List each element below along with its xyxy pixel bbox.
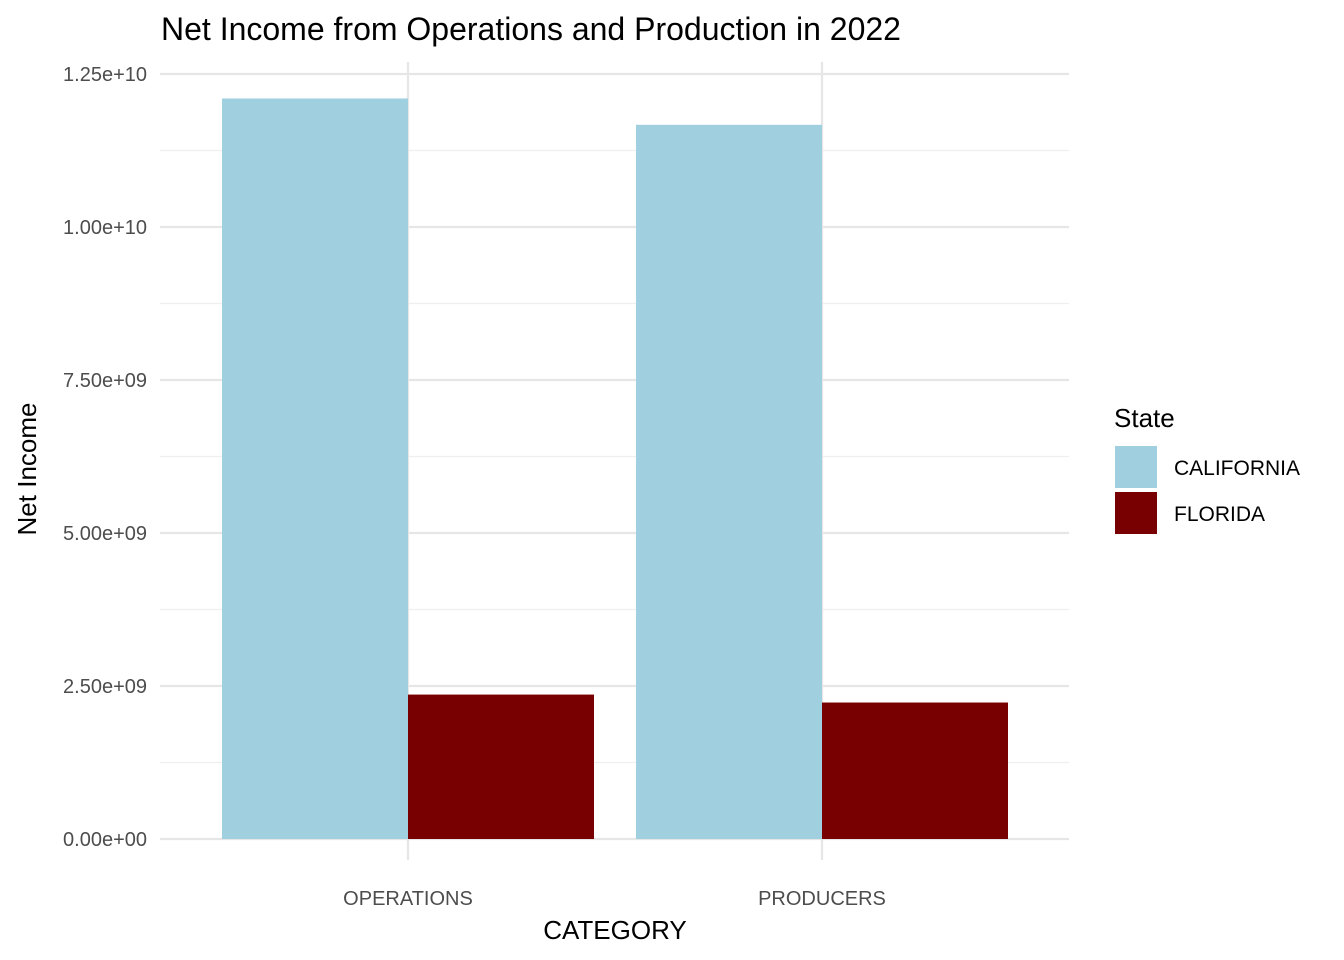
legend: State CALIFORNIA FLORIDA <box>1114 403 1300 534</box>
y-axis-ticks: 0.00e+00 2.50e+09 5.00e+09 7.50e+09 1.00e+10… <box>63 64 147 851</box>
x-tick-label: OPERATIONS <box>343 888 473 910</box>
legend-swatch-florida <box>1115 492 1157 534</box>
legend-title: State <box>1114 403 1175 433</box>
chart-title: Net Income from Operations and Productio… <box>161 11 901 47</box>
x-axis-title: CATEGORY <box>543 915 687 945</box>
legend-items: CALIFORNIA FLORIDA <box>1115 446 1300 534</box>
y-axis-title: Net Income <box>12 403 42 536</box>
x-axis-ticks: OPERATIONS PRODUCERS <box>343 888 886 910</box>
bars <box>222 98 1008 840</box>
bar-florida-producers <box>822 702 1008 839</box>
legend-label-california: CALIFORNIA <box>1174 457 1300 480</box>
y-tick-label: 2.50e+09 <box>63 676 147 698</box>
bar-california-operations <box>222 98 408 840</box>
y-tick-label: 7.50e+09 <box>63 370 147 392</box>
y-tick-label: 1.25e+10 <box>63 64 147 86</box>
legend-label-florida: FLORIDA <box>1174 503 1265 526</box>
legend-swatch-california <box>1115 446 1157 488</box>
x-tick-label: PRODUCERS <box>758 888 886 910</box>
y-tick-label: 1.00e+10 <box>63 217 147 239</box>
y-tick-label: 5.00e+09 <box>63 523 147 545</box>
y-tick-label: 0.00e+00 <box>63 829 147 851</box>
bar-california-producers <box>636 124 822 839</box>
bar-florida-operations <box>408 694 594 839</box>
